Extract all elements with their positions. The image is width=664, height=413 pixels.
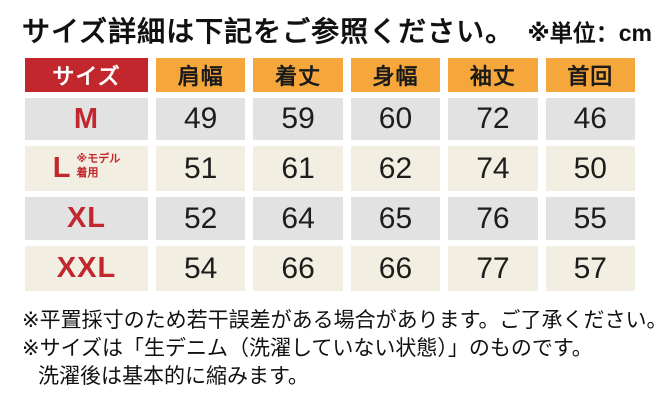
cell-l-sleeve: 74 [448, 146, 538, 191]
cell-xxl-shoulder: 54 [156, 246, 246, 291]
model-wearing-note: ※モデル 着用 [76, 152, 121, 179]
column-header-neck: 首回 [545, 58, 635, 92]
column-header-chest-width: 身幅 [350, 58, 441, 92]
size-label-l: L [52, 152, 72, 184]
cell-m-neck: 46 [545, 98, 635, 140]
cell-m-length: 59 [253, 98, 343, 140]
size-label-xl: XL [66, 202, 107, 234]
cell-xl-sleeve: 76 [448, 197, 538, 240]
cell-xl-neck: 55 [545, 197, 635, 240]
cell-xxl-neck: 57 [545, 246, 635, 291]
table-row-xxl-size-cell: XXL [25, 246, 148, 291]
cell-m-sleeve: 72 [448, 98, 538, 140]
table-row-m-size-cell: M [25, 98, 148, 140]
cell-xxl-length: 66 [253, 246, 343, 291]
cell-l-length: 61 [253, 146, 343, 191]
cell-xxl-chest: 66 [350, 246, 441, 291]
size-table: サイズ 肩幅 着丈 身幅 袖丈 首回 M 49 59 60 72 46 L ※モ… [25, 58, 635, 291]
cell-xl-length: 64 [253, 197, 343, 240]
cell-l-neck: 50 [545, 146, 635, 191]
cell-xxl-sleeve: 77 [448, 246, 538, 291]
page-title: サイズ詳細は下記をご参照ください。 [22, 16, 515, 47]
footnotes: ※平置採寸のため若干誤差がある場合があります。ご了承ください。 ※サイズは「生デ… [22, 307, 664, 391]
footnote-measurement-tolerance: ※平置採寸のため若干誤差がある場合があります。ご了承ください。 [22, 309, 664, 332]
column-header-sleeve-length: 袖丈 [448, 58, 538, 92]
table-row-xl-size-cell: XL [25, 197, 148, 240]
footnote-raw-denim: ※サイズは「生デニム（洗濯していない状態）」のものです。 [22, 337, 593, 360]
footnote-shrinkage: 洗濯後は基本的に縮みます。 [38, 365, 309, 388]
column-header-size: サイズ [25, 58, 148, 92]
title-row: サイズ詳細は下記をご参照ください。 ※単位：cm [22, 10, 652, 50]
cell-m-chest: 60 [350, 98, 441, 140]
cell-l-chest: 62 [350, 146, 441, 191]
unit-note: ※単位：cm [527, 20, 652, 46]
column-header-body-length: 着丈 [253, 58, 343, 92]
size-label-xxl: XXL [56, 252, 117, 284]
cell-xl-shoulder: 52 [156, 197, 246, 240]
cell-xl-chest: 65 [350, 197, 441, 240]
column-header-shoulder-width: 肩幅 [156, 58, 246, 92]
size-label-m: M [73, 102, 100, 135]
table-row-l-size-cell: L ※モデル 着用 [25, 146, 148, 191]
cell-m-shoulder: 49 [156, 98, 246, 140]
cell-l-shoulder: 51 [156, 146, 246, 191]
